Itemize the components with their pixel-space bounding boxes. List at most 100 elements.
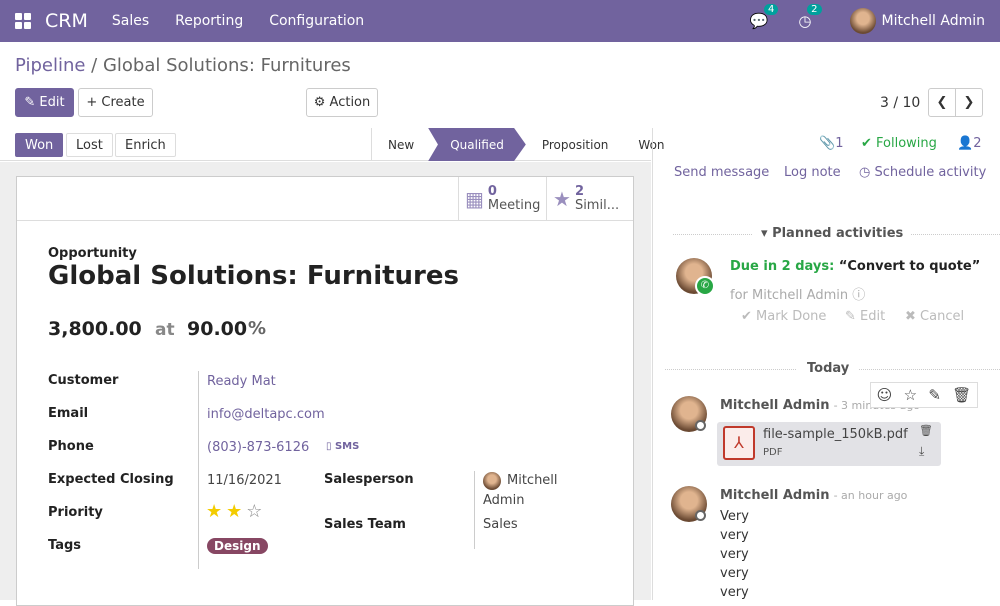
lost-button[interactable]: Lost (66, 133, 113, 157)
attachments-button[interactable]: 📎1 (819, 136, 844, 151)
menu-reporting[interactable]: Reporting (175, 13, 244, 29)
won-button[interactable]: Won (15, 133, 64, 157)
pager-previous-button[interactable]: ❮ (928, 88, 956, 117)
info-icon[interactable]: ⓘ (852, 288, 866, 303)
user-name: Mitchell Admin (881, 13, 986, 29)
activity-assignee: for Mitchell Admin ⓘ (730, 288, 866, 303)
star-icon[interactable]: ☆ (903, 386, 918, 404)
star-icon: ★ (553, 186, 571, 211)
expected-closing-label: Expected Closing (48, 472, 174, 487)
stage-pipeline: New Qualified Proposition Won (371, 128, 679, 161)
phone-link[interactable]: (803)-873-6126 (207, 440, 310, 455)
attachment-type: PDF (763, 447, 783, 458)
menu-sales[interactable]: Sales (111, 13, 150, 29)
delete-attachment-icon[interactable]: 🗑 (919, 424, 933, 437)
status-dot (695, 420, 706, 431)
stage-proposition[interactable]: Proposition (541, 137, 609, 152)
expected-revenue[interactable]: 3,800.00 (48, 318, 142, 340)
message-header: Mitchell Admin - an hour ago (720, 488, 908, 503)
form-sheet: ▦ 0 Meeting ★ 2 Simil... Opportunity Global … (16, 176, 634, 606)
breadcrumb: Pipeline / Global Solutions: Furnitures (15, 55, 351, 76)
breadcrumb-current: Global Solutions: Furnitures (102, 55, 351, 76)
send-message-button[interactable]: Send message (674, 165, 770, 180)
log-note-button[interactable]: Log note (784, 165, 841, 180)
status-bar: Won Lost Enrich New Qualified Propositio… (0, 128, 665, 161)
create-button[interactable]: + Create (78, 88, 153, 117)
cancel-activity-button[interactable]: ✖ Cancel (905, 309, 965, 324)
user-menu[interactable]: Mitchell Admin (849, 8, 986, 34)
stage-new[interactable]: New (388, 137, 415, 152)
user-avatar (849, 8, 876, 34)
record-title: Global Solutions: Furnitures (48, 261, 459, 291)
record-type: Opportunity (48, 246, 137, 261)
gear-icon: ⚙ (313, 95, 330, 110)
calendar-icon: ▦ (465, 186, 484, 211)
salesperson-avatar (483, 471, 501, 490)
clock-icon: ◷ (859, 165, 875, 180)
pencil-icon: ✎ (24, 95, 40, 110)
salesperson-value[interactable]: Mitchell Admin (483, 471, 558, 508)
customer-label: Customer (48, 373, 119, 388)
stage-qualified[interactable]: Qualified (428, 128, 526, 161)
following-button[interactable]: ✔ Following (861, 136, 937, 151)
breadcrumb-pipeline[interactable]: Pipeline (15, 55, 86, 76)
column-divider (198, 371, 199, 569)
star-filled-icon[interactable]: ★ (206, 501, 223, 522)
followers-button[interactable]: 👤2 (957, 136, 982, 151)
attachment-card[interactable]: ⅄ file-sample_150kB.pdf PDF 🗑 ⤓ (717, 422, 941, 466)
status-dot (695, 510, 706, 521)
schedule-activity-button[interactable]: ◷ Schedule activity (859, 165, 987, 180)
user-icon: 👤 (957, 136, 974, 151)
mark-done-button[interactable]: ✔ Mark Done (741, 309, 827, 324)
attachment-name: file-sample_150kB.pdf (763, 427, 908, 442)
sms-button[interactable]: ▯ SMS (326, 441, 360, 452)
today-separator: Today (797, 361, 860, 376)
priority-label: Priority (48, 505, 103, 520)
edit-button[interactable]: ✎ Edit (15, 88, 74, 117)
paperclip-icon: 📎 (819, 136, 836, 151)
pager-next-button[interactable]: ❯ (955, 88, 983, 117)
enrich-button[interactable]: Enrich (115, 133, 176, 157)
at-label: at (155, 320, 175, 340)
column-divider (474, 471, 475, 549)
probability[interactable]: 90.00 (187, 318, 248, 340)
expected-closing-value[interactable]: 11/16/2021 (207, 473, 282, 488)
star-empty-icon[interactable]: ☆ (246, 501, 263, 522)
email-link[interactable]: info@deltapc.com (207, 407, 325, 422)
priority-stars[interactable]: ★ ★ ☆ (206, 501, 266, 522)
tag-design[interactable]: Design (207, 538, 268, 554)
pencil-icon[interactable]: ✎ (928, 386, 941, 404)
planned-activities-toggle[interactable]: ▾ Planned activities (753, 226, 912, 241)
trash-icon[interactable]: 🗑 (952, 386, 972, 404)
apps-menu-icon[interactable] (15, 13, 31, 29)
activities-icon[interactable]: ◷ 2 (798, 4, 822, 30)
sales-team-value[interactable]: Sales (483, 517, 518, 532)
message-body: Very very very very very (720, 509, 749, 600)
chatter-panel: 📎1 ✔ Following 👤2 Send message Log note … (652, 128, 1000, 600)
messages-icon[interactable]: 💬 4 (750, 4, 779, 30)
customer-link[interactable]: Ready Mat (207, 374, 276, 389)
stage-won[interactable]: Won (638, 137, 665, 152)
activities-count: 2 (807, 4, 822, 15)
star-filled-icon[interactable]: ★ (226, 501, 243, 522)
divider (17, 220, 633, 221)
activity-summary[interactable]: Due in 2 days: “Convert to quote” (730, 259, 981, 274)
emoji-icon[interactable]: ☺ (876, 386, 893, 404)
edit-activity-button[interactable]: ✎ Edit (845, 309, 886, 324)
pager-value: 3 / 10 (880, 95, 921, 111)
action-button[interactable]: ⚙ Action (306, 88, 378, 117)
phone-label: Phone (48, 439, 94, 454)
percent-sign: % (248, 318, 267, 339)
tags-label: Tags (48, 538, 82, 553)
download-icon[interactable]: ⤓ (919, 444, 925, 458)
meeting-smart-button[interactable]: ▦ 0 Meeting (458, 177, 547, 220)
app-brand[interactable]: CRM (45, 10, 88, 32)
salesperson-label: Salesperson (324, 472, 414, 487)
check-icon: ✔ (861, 136, 877, 151)
pdf-icon: ⅄ (723, 426, 755, 460)
menu-configuration[interactable]: Configuration (269, 13, 365, 29)
top-navbar: CRM Sales Reporting Configuration 💬 4 ◷ 2 … (0, 0, 1000, 42)
similar-smart-button[interactable]: ★ 2 Simil... (546, 177, 634, 220)
messages-count: 4 (764, 4, 779, 15)
email-label: Email (48, 406, 89, 421)
